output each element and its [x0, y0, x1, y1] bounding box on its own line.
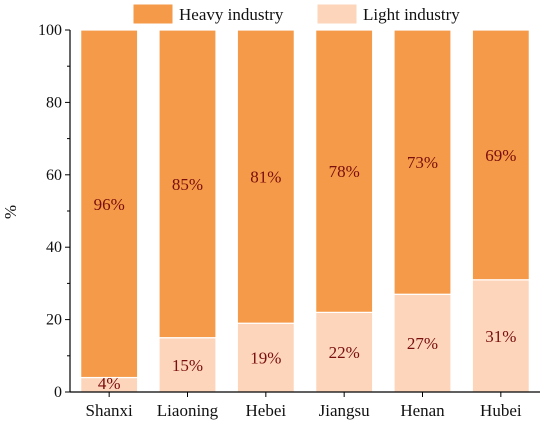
- y-tick-label-40: 40: [46, 239, 62, 256]
- bar-heavy-hebei: [236, 29, 295, 324]
- x-tick-label-hebei: Hebei: [246, 401, 287, 420]
- bar-heavy-hubei: [471, 29, 530, 281]
- x-tick-label-shanxi: Shanxi: [86, 401, 134, 420]
- data-label-light-hubei: 31%: [485, 327, 516, 346]
- legend: Heavy industry Light industry: [132, 3, 460, 25]
- y-tick-label-0: 0: [54, 384, 62, 401]
- data-label-heavy-jiangsu: 78%: [329, 162, 360, 181]
- data-label-light-hebei: 19%: [250, 349, 281, 368]
- bar-heavy-henan: [393, 29, 452, 295]
- bar-heavy-shanxi: [80, 29, 139, 379]
- x-tick-label-jiangsu: Jiangsu: [319, 401, 371, 420]
- y-axis-label: %: [1, 205, 20, 219]
- data-label-light-jiangsu: 22%: [329, 343, 360, 362]
- x-tick-label-liaoning: Liaoning: [157, 401, 219, 420]
- bar-heavy-liaoning: [158, 29, 217, 339]
- data-label-light-shanxi: 4%: [98, 374, 121, 393]
- legend-swatch-light: [316, 3, 358, 25]
- x-tick-label-hubei: Hubei: [480, 401, 522, 420]
- y-tick-label-60: 60: [46, 167, 62, 184]
- legend-label-light: Light industry: [363, 5, 460, 24]
- x-tick-label-henan: Henan: [400, 401, 445, 420]
- data-label-heavy-liaoning: 85%: [172, 175, 203, 194]
- axes: Shanxi Liaoning Hebei Jiangsu Henan Hubei 0 20 4…: [38, 22, 540, 420]
- y-tick-label-20: 20: [46, 312, 62, 329]
- data-label-heavy-hubei: 69%: [485, 146, 516, 165]
- y-tick-label-80: 80: [46, 94, 62, 111]
- bar-light-henan: [393, 293, 452, 393]
- data-label-light-liaoning: 15%: [172, 356, 203, 375]
- data-label-heavy-shanxi: 96%: [94, 195, 125, 214]
- data-label-heavy-hebei: 81%: [250, 168, 281, 187]
- legend-swatch-heavy: [132, 3, 174, 25]
- data-label-heavy-henan: 73%: [407, 153, 438, 172]
- y-tick-label-100: 100: [38, 22, 62, 39]
- data-label-light-henan: 27%: [407, 334, 438, 353]
- legend-label-heavy: Heavy industry: [179, 5, 284, 24]
- bars: 4% 96% 15% 85% 19% 81% 22% 78% 27% 73% 31% 69%: [80, 29, 530, 393]
- bar-heavy-jiangsu: [315, 29, 374, 313]
